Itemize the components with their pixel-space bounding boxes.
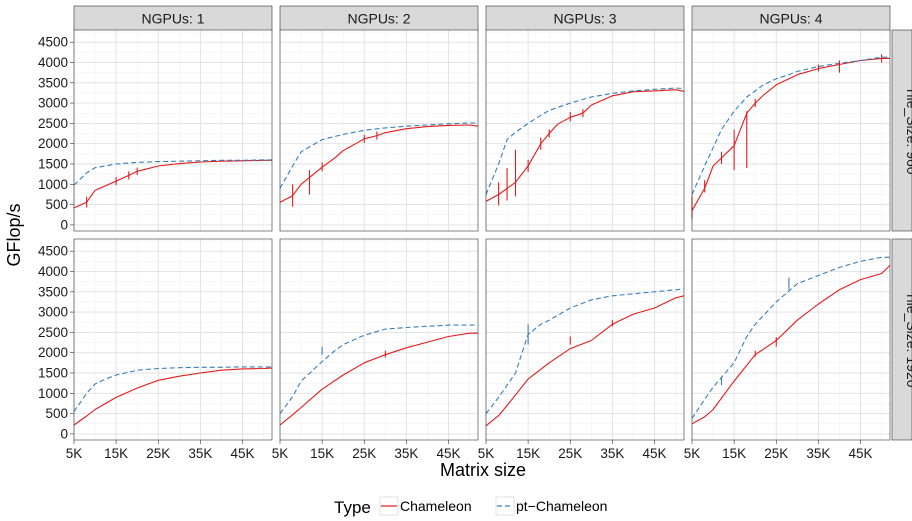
y-tick-label: 1000 [38, 386, 68, 401]
y-tick-label: 1500 [38, 366, 68, 381]
x-tick-label: 5K [272, 446, 289, 461]
x-tick-label: 35K [806, 446, 830, 461]
series-line-pt-chameleon [279, 324, 478, 414]
series-line-chameleon [485, 295, 685, 427]
panel-background [74, 30, 272, 231]
panel-background [74, 239, 272, 440]
y-tick-label: 3500 [38, 284, 68, 299]
series-line-pt-chameleon [691, 256, 890, 419]
y-tick-label: 0 [60, 426, 68, 441]
y-tick-label: 4000 [38, 55, 68, 70]
series-line-chameleon [73, 159, 272, 209]
facet-strip-label: NGPUs: 4 [759, 11, 822, 27]
y-tick-label: 500 [45, 406, 68, 421]
x-tick-label: 45K [848, 446, 872, 461]
x-axis-title: Matrix size [440, 460, 526, 480]
y-tick-label: 4500 [38, 244, 68, 259]
facet-strip-row-label: Tile_Size: 1920 [904, 292, 912, 388]
series-line-chameleon [73, 367, 273, 426]
y-tick-label: 1500 [38, 157, 68, 172]
facet-strip-row [891, 29, 912, 232]
x-tick-label: 35K [394, 446, 418, 461]
series-line-chameleon [485, 89, 685, 202]
facet-strip-label: NGPUs: 2 [347, 11, 410, 27]
y-tick-label: 500 [45, 197, 68, 212]
x-tick-label: 15K [310, 446, 334, 461]
series-line-chameleon [691, 57, 890, 211]
x-tick-label: 25K [558, 446, 582, 461]
series-line-pt-chameleon [73, 366, 272, 412]
panel-border [73, 29, 273, 232]
series-line-chameleon [691, 265, 891, 425]
panel-border [485, 29, 685, 232]
panel-border [485, 238, 685, 441]
x-tick-label: 45K [230, 446, 254, 461]
facet-strip-col [485, 5, 685, 32]
facet-strip-col [279, 5, 479, 32]
y-tick-label: 2000 [38, 136, 68, 151]
x-tick-label: 25K [352, 446, 376, 461]
panel-border [691, 238, 891, 441]
legend-label-chameleon: Chameleon [400, 498, 472, 514]
y-tick-label: 2000 [38, 345, 68, 360]
panel-background [692, 239, 890, 440]
y-tick-label: 3000 [38, 305, 68, 320]
series-line-pt-chameleon [73, 159, 272, 186]
x-tick-label: 45K [436, 446, 460, 461]
y-tick-label: 3000 [38, 96, 68, 111]
legend-title: Type [334, 498, 371, 517]
series-line-chameleon [279, 332, 478, 426]
x-tick-label: 45K [642, 446, 666, 461]
series-line-pt-chameleon [485, 288, 685, 414]
panel-background [280, 30, 478, 231]
y-tick-label: 0 [60, 217, 68, 232]
x-tick-label: 5K [684, 446, 701, 461]
x-tick-label: 5K [478, 446, 495, 461]
x-tick-label: 25K [146, 446, 170, 461]
panel-border [279, 238, 479, 441]
x-tick-label: 35K [188, 446, 212, 461]
x-tick-label: 15K [516, 446, 540, 461]
panel-border [279, 29, 479, 232]
facet-strip-row [891, 238, 912, 441]
series-line-pt-chameleon [485, 87, 685, 195]
panel-border [691, 29, 891, 232]
panel-border [73, 238, 273, 441]
x-tick-label: 15K [104, 446, 128, 461]
legend: Type Chameleon pt−Chameleon [334, 496, 607, 517]
facet-strip-label: NGPUs: 1 [141, 11, 204, 27]
panel-background [486, 239, 684, 440]
legend-label-pt-chameleon: pt−Chameleon [516, 498, 607, 514]
series-line-pt-chameleon [691, 56, 890, 195]
facet-strip-col [73, 5, 273, 32]
facet-strip-label: NGPUs: 3 [553, 11, 616, 27]
y-tick-label: 1000 [38, 177, 68, 192]
x-tick-label: 15K [722, 446, 746, 461]
series-line-chameleon [279, 124, 479, 203]
panel-background [280, 239, 478, 440]
y-tick-label: 4500 [38, 35, 68, 50]
y-axis-title: GFlop/s [4, 203, 24, 266]
x-tick-label: 25K [764, 446, 788, 461]
x-tick-label: 5K [66, 446, 83, 461]
y-tick-label: 2500 [38, 325, 68, 340]
x-tick-label: 35K [600, 446, 624, 461]
facet-strip-row-label: Tile_Size: 960 [904, 86, 912, 174]
y-tick-label: 4000 [38, 264, 68, 279]
y-tick-label: 3500 [38, 75, 68, 90]
panel-background [692, 30, 890, 231]
facet-strip-col [691, 5, 891, 32]
series-line-pt-chameleon [279, 122, 478, 189]
y-tick-label: 2500 [38, 116, 68, 131]
